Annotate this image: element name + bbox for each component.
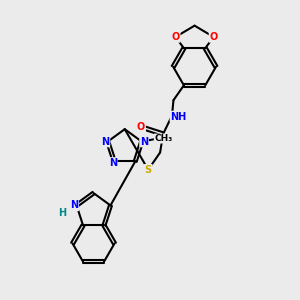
Text: O: O: [137, 122, 145, 132]
Text: S: S: [145, 165, 152, 175]
Text: NH: NH: [170, 112, 187, 122]
Text: CH₃: CH₃: [154, 134, 172, 143]
Text: N: N: [70, 200, 78, 210]
Text: N: N: [140, 136, 148, 146]
Text: N: N: [109, 158, 117, 168]
Text: H: H: [58, 208, 66, 218]
Text: O: O: [209, 32, 218, 42]
Text: N: N: [101, 136, 110, 146]
Text: O: O: [171, 32, 180, 42]
